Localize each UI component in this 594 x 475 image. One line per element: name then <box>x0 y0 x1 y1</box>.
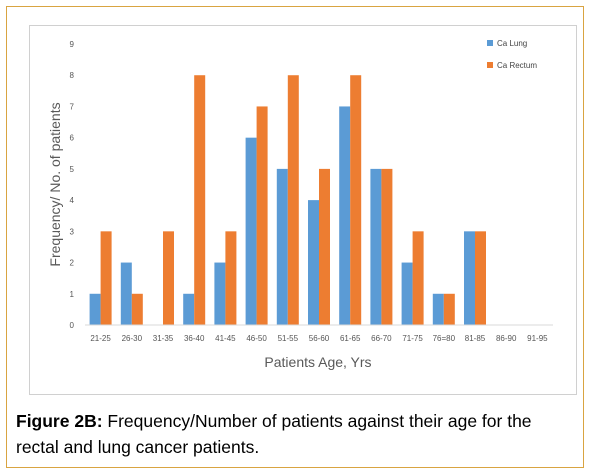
x-axis-title: Patients Age, Yrs <box>264 354 371 370</box>
legend-label: Ca Lung <box>497 39 527 48</box>
bar-ca-lung <box>89 293 101 325</box>
bar-ca-rectum <box>412 231 424 325</box>
y-axis-title: Frequency/ No. of patients <box>47 102 63 266</box>
bar-ca-rectum <box>163 231 174 325</box>
legend: Ca Lung Ca Rectum <box>487 39 537 70</box>
caption-text: Frequency/Number of patients against the… <box>16 411 532 457</box>
bar-ca-lung <box>276 168 288 325</box>
bar-ca-rectum <box>100 231 112 325</box>
bar-ca-rectum <box>319 168 330 325</box>
x-tick-label: 31-35 <box>153 334 174 343</box>
caption-label: Figure 2B: <box>16 411 103 431</box>
y-tick-label: 0 <box>70 321 75 330</box>
bar-ca-rectum <box>225 231 237 325</box>
y-tick-label: 2 <box>70 259 75 268</box>
bar-ca-rectum <box>350 75 362 325</box>
x-tick-label: 41-45 <box>215 334 236 343</box>
y-tick-label: 9 <box>70 40 75 49</box>
legend-swatch <box>487 62 493 68</box>
bar-ca-lung <box>370 168 382 325</box>
y-tick-label: 5 <box>70 165 75 174</box>
x-tick-label: 76=80 <box>433 334 456 343</box>
bar-ca-rectum <box>256 106 268 325</box>
bar-ca-lung <box>339 106 351 325</box>
x-tick-label: 56-60 <box>309 334 330 343</box>
bar-ca-rectum <box>475 231 486 325</box>
x-tick-label: 36-40 <box>184 334 205 343</box>
y-tick-label: 7 <box>70 102 75 111</box>
y-tick-labels: 0 1 2 3 4 5 6 7 8 9 <box>70 40 75 330</box>
x-tick-label: 26-30 <box>122 334 143 343</box>
y-tick-label: 8 <box>70 71 75 80</box>
bars-layer <box>89 75 486 325</box>
bar-ca-rectum <box>443 293 455 325</box>
x-tick-label: 61-65 <box>340 334 361 343</box>
legend-label: Ca Rectum <box>497 61 537 70</box>
y-tick-label: 4 <box>70 196 75 205</box>
bar-ca-rectum <box>287 75 299 325</box>
x-tick-label: 46-50 <box>246 334 267 343</box>
bar-ca-lung <box>120 262 132 325</box>
bar-ca-rectum <box>131 293 143 325</box>
bar-ca-lung <box>183 293 195 325</box>
x-tick-label: 91-95 <box>527 334 548 343</box>
x-tick-labels: 21-25 26-30 31-35 36-40 41-45 46-50 51-55 56-60… <box>90 334 548 343</box>
y-tick-label: 3 <box>70 227 75 236</box>
y-tick-label: 6 <box>70 134 75 143</box>
x-tick-label: 66-70 <box>371 334 392 343</box>
y-tick-label: 1 <box>70 290 75 299</box>
x-tick-label: 71-75 <box>402 334 423 343</box>
x-tick-label: 21-25 <box>90 334 111 343</box>
bar-ca-rectum <box>381 168 393 325</box>
x-tick-label: 51-55 <box>278 334 299 343</box>
figure-caption: Figure 2B: Frequency/Number of patients … <box>16 408 576 460</box>
bar-ca-lung <box>214 262 226 325</box>
x-tick-label: 86-90 <box>496 334 517 343</box>
bar-ca-lung <box>464 231 475 325</box>
bar-ca-lung <box>308 200 319 325</box>
bar-ca-lung <box>432 293 444 325</box>
bar-ca-lung <box>401 262 413 325</box>
bar-ca-rectum <box>194 75 206 325</box>
legend-swatch <box>487 40 493 46</box>
chart-area <box>29 25 577 395</box>
x-tick-label: 81-85 <box>465 334 486 343</box>
bar-ca-lung <box>245 137 257 325</box>
